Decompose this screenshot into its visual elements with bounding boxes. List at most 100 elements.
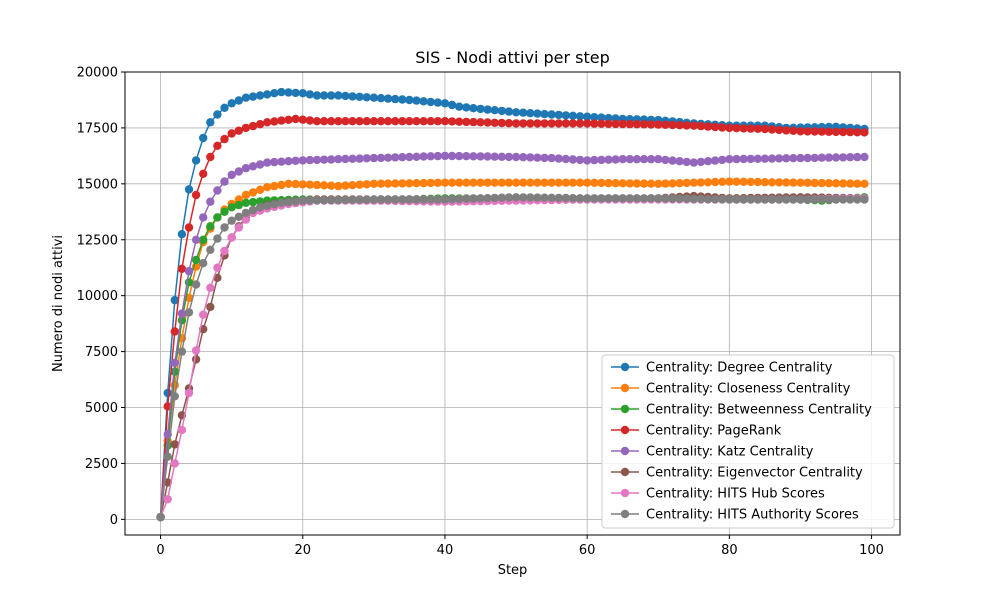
data-point — [419, 97, 428, 106]
data-point — [575, 112, 585, 121]
data-point — [703, 157, 713, 166]
data-point — [796, 153, 805, 163]
data-point — [241, 93, 251, 102]
data-point — [519, 119, 528, 128]
data-point — [760, 154, 770, 163]
data-point — [426, 152, 435, 161]
x-tick-label: 0 — [156, 543, 164, 558]
data-point — [540, 119, 549, 128]
data-point — [227, 129, 236, 138]
data-point — [177, 347, 187, 356]
data-point — [177, 316, 187, 325]
data-point — [177, 230, 187, 239]
data-point — [604, 194, 613, 203]
legend-entry: Centrality: Degree Centrality — [611, 361, 833, 376]
data-point — [710, 156, 720, 165]
data-point — [405, 95, 414, 105]
data-point — [277, 180, 286, 190]
data-point — [284, 157, 293, 166]
legend-label: Centrality: Degree Centrality — [646, 361, 833, 376]
data-point — [540, 193, 549, 202]
data-point — [682, 178, 691, 188]
data-point — [597, 194, 606, 203]
data-point — [511, 119, 521, 128]
data-point — [590, 113, 599, 122]
data-point — [206, 118, 215, 127]
data-point — [241, 123, 251, 133]
data-point — [526, 178, 535, 187]
data-point — [376, 195, 386, 204]
data-point — [248, 162, 258, 171]
data-point — [348, 195, 357, 204]
plot-frame — [124, 71, 901, 536]
data-point — [291, 156, 300, 165]
data-point — [163, 452, 172, 461]
data-point — [682, 194, 691, 203]
data-point — [334, 155, 343, 164]
data-point — [646, 120, 656, 129]
data-point — [639, 194, 649, 203]
data-point — [191, 346, 201, 355]
data-point — [469, 194, 478, 203]
data-point — [519, 153, 528, 162]
data-point — [547, 193, 556, 202]
data-point — [860, 195, 869, 204]
data-point — [540, 153, 549, 163]
data-point — [789, 154, 798, 163]
data-point — [241, 208, 251, 218]
data-point — [533, 119, 542, 128]
data-point — [774, 178, 784, 187]
data-point — [583, 119, 592, 128]
data-point — [703, 195, 713, 204]
data-point — [490, 193, 499, 203]
data-point — [213, 213, 222, 222]
data-point — [376, 179, 386, 188]
data-point — [497, 193, 506, 202]
data-point — [348, 181, 357, 190]
data-point — [419, 195, 428, 204]
data-point — [618, 194, 627, 203]
data-point — [853, 179, 862, 188]
data-point — [284, 197, 293, 207]
data-point — [398, 117, 407, 126]
data-point — [391, 179, 400, 188]
data-point — [369, 153, 379, 163]
data-point — [732, 177, 741, 186]
data-point — [462, 152, 471, 161]
data-point — [817, 127, 826, 136]
data-point — [639, 155, 649, 164]
data-point — [341, 91, 350, 101]
data-point — [398, 195, 407, 204]
data-point — [334, 195, 343, 205]
data-point — [796, 178, 805, 187]
legend-entry: Centrality: Katz Centrality — [611, 445, 814, 460]
data-point — [718, 155, 727, 165]
data-point — [526, 193, 535, 202]
data-point — [646, 179, 656, 188]
data-point — [625, 155, 634, 164]
legend-marker — [620, 488, 630, 498]
data-point — [355, 180, 364, 189]
data-point — [405, 117, 414, 126]
data-point — [248, 197, 258, 207]
data-point — [831, 127, 841, 137]
data-point — [746, 195, 755, 204]
data-point — [199, 133, 208, 143]
data-point — [561, 178, 570, 187]
data-point — [469, 178, 478, 187]
data-point — [234, 167, 243, 176]
ticks: 0 20 40 60 80 100 0 2500 5000 7500 10000 12500 15000… — [77, 66, 884, 559]
data-point — [220, 223, 229, 232]
data-point — [341, 117, 350, 126]
data-point — [206, 283, 215, 292]
data-point — [362, 154, 371, 163]
data-point — [590, 119, 599, 128]
data-point — [661, 155, 670, 165]
data-point — [838, 153, 848, 162]
y-axis-label: Numero di nodi attivi — [51, 235, 66, 372]
data-point — [191, 190, 201, 200]
data-point — [646, 155, 656, 164]
data-point — [376, 153, 386, 163]
data-point — [270, 89, 279, 98]
data-point — [654, 155, 663, 164]
